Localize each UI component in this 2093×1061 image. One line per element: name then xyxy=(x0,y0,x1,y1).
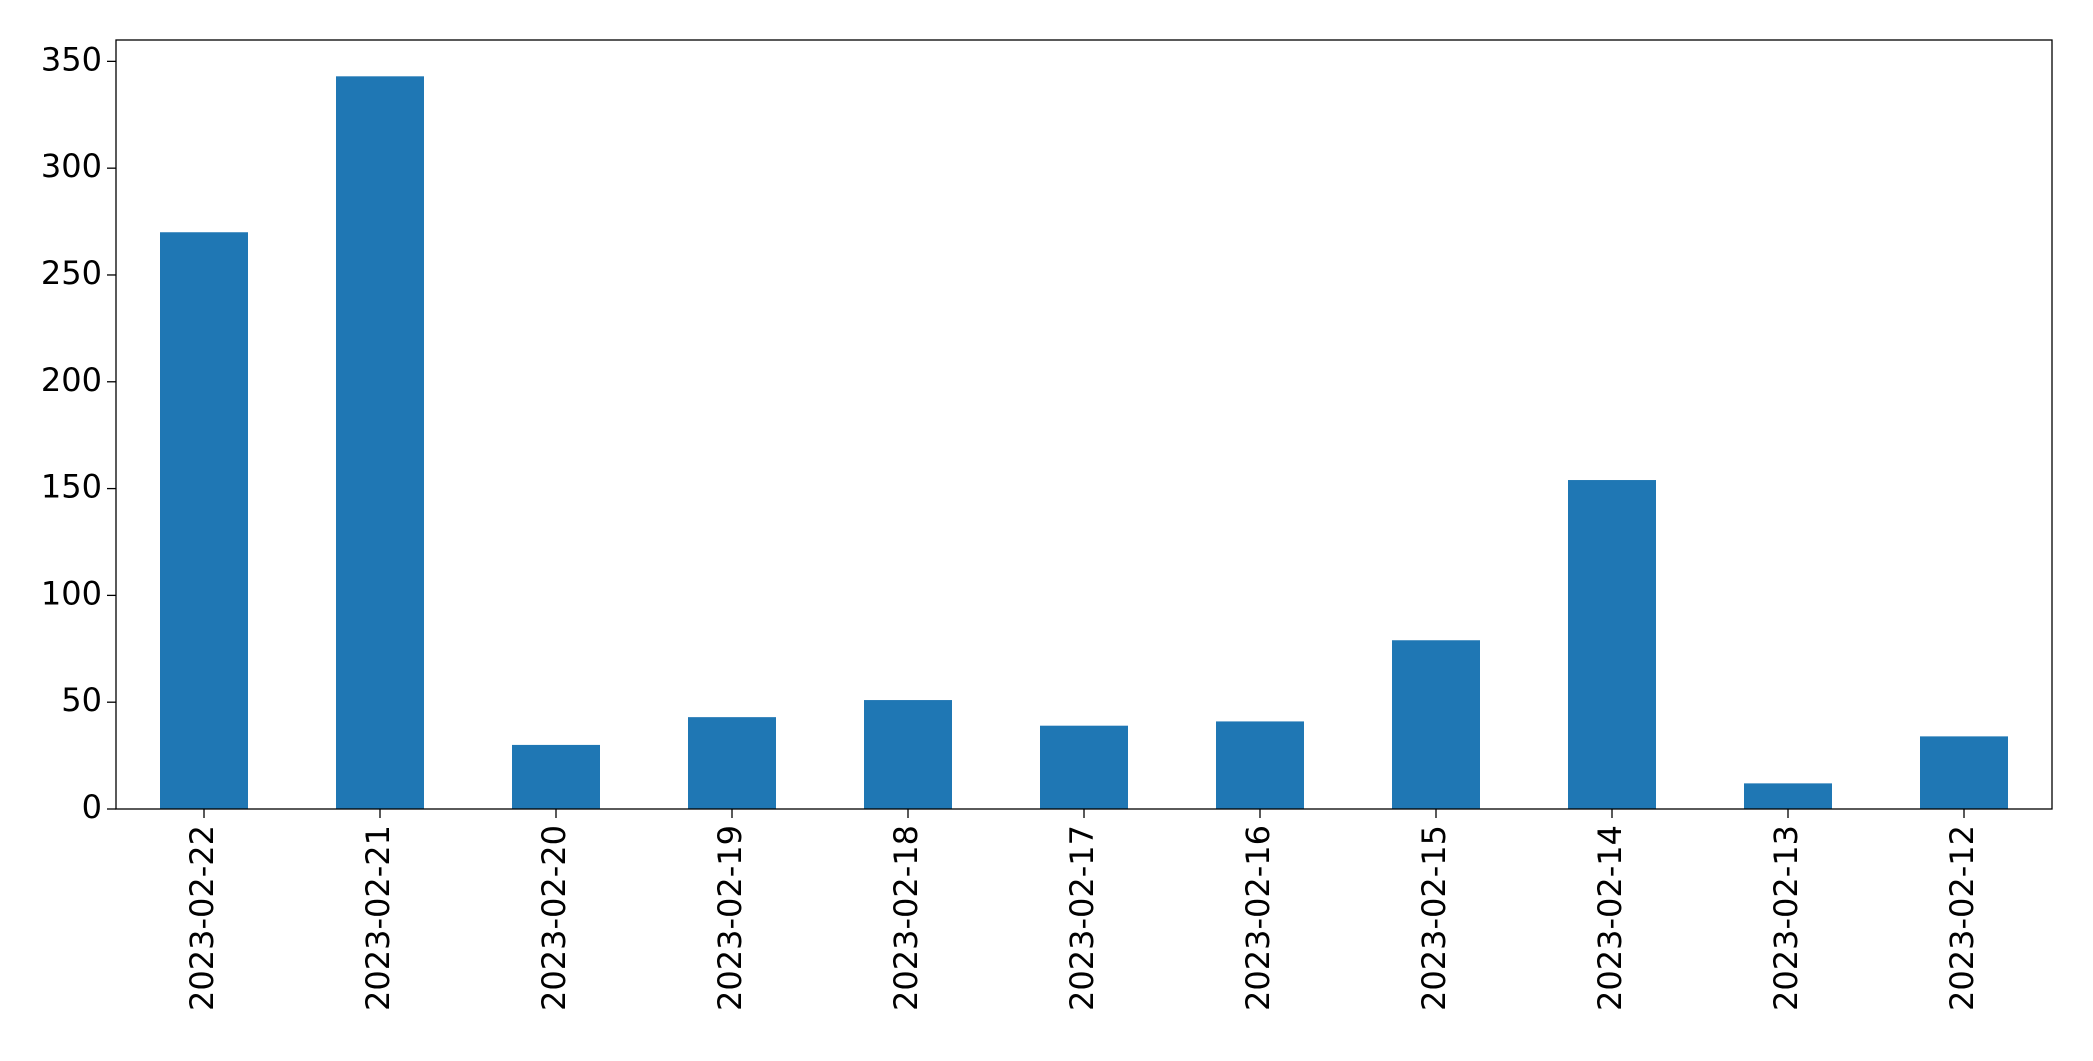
bar xyxy=(688,717,776,809)
x-tick-label: 2023-02-17 xyxy=(1063,825,1101,1011)
x-tick-label: 2023-02-12 xyxy=(1943,825,1981,1011)
bar xyxy=(1744,783,1832,809)
y-tick-label: 150 xyxy=(41,468,102,506)
x-tick-label: 2023-02-18 xyxy=(887,825,925,1011)
y-tick-label: 300 xyxy=(41,147,102,185)
x-tick-label: 2023-02-20 xyxy=(535,825,573,1011)
bar xyxy=(1040,725,1128,809)
bar xyxy=(336,76,424,809)
x-tick-label: 2023-02-22 xyxy=(183,825,221,1011)
x-tick-label: 2023-02-21 xyxy=(359,825,397,1011)
y-tick-label: 250 xyxy=(41,254,102,292)
bar xyxy=(512,744,600,809)
bar xyxy=(160,232,248,809)
y-tick-label: 0 xyxy=(82,788,102,826)
x-tick-label: 2023-02-13 xyxy=(1767,825,1805,1011)
y-tick-label: 50 xyxy=(61,681,102,719)
x-tick-label: 2023-02-15 xyxy=(1415,825,1453,1011)
y-tick-label: 350 xyxy=(41,40,102,78)
plot-frame xyxy=(115,39,2053,810)
bar xyxy=(1920,736,2008,809)
bar xyxy=(1568,480,1656,809)
bar xyxy=(1392,640,1480,809)
x-tick-label: 2023-02-14 xyxy=(1591,825,1629,1011)
x-tick-label: 2023-02-19 xyxy=(711,825,749,1011)
x-tick-label: 2023-02-16 xyxy=(1239,825,1277,1011)
y-tick-label: 100 xyxy=(41,574,102,612)
y-tick-label: 200 xyxy=(41,361,102,399)
bar xyxy=(1216,721,1304,809)
bar xyxy=(864,700,952,809)
